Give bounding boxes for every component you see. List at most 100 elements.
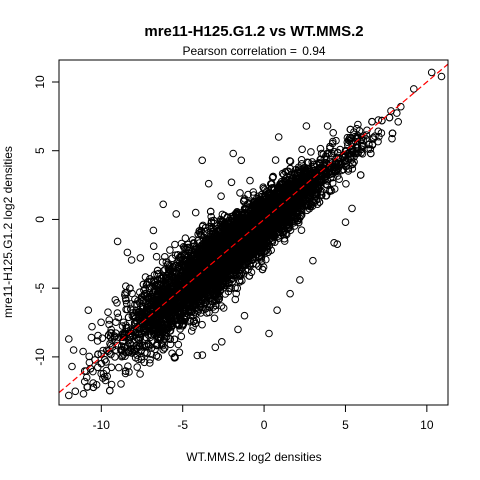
data-point (262, 255, 270, 264)
data-point (114, 313, 123, 322)
data-point (112, 318, 120, 327)
data-point (107, 350, 115, 359)
data-point (113, 309, 122, 317)
data-point (198, 351, 207, 359)
data-point (115, 363, 123, 372)
data-point (137, 355, 146, 364)
data-point (191, 310, 200, 318)
data-point (117, 342, 126, 350)
data-point (271, 156, 280, 164)
data-point (101, 376, 110, 385)
data-point (298, 145, 306, 154)
data-point (278, 169, 287, 178)
data-point (249, 188, 258, 196)
data-point (217, 192, 225, 200)
data-point (137, 353, 146, 361)
data-point (88, 322, 96, 331)
data-point (183, 243, 192, 252)
data-point (144, 340, 152, 348)
data-point (117, 380, 125, 388)
data-point (121, 369, 130, 378)
data-point (208, 230, 217, 238)
data-point (227, 275, 236, 284)
data-point (79, 347, 87, 356)
data-point (236, 189, 244, 197)
data-point (87, 333, 96, 342)
data-point (394, 118, 403, 126)
data-point (79, 390, 88, 398)
data-point (374, 127, 383, 136)
data-point (374, 137, 382, 146)
data-point (152, 252, 161, 261)
data-point (122, 299, 131, 308)
data-point (102, 358, 110, 366)
data-point (152, 341, 161, 350)
data-point (181, 234, 190, 242)
data-point (94, 331, 102, 340)
data-point (158, 258, 167, 266)
data-point (219, 304, 228, 312)
data-point (313, 166, 321, 174)
data-point (146, 359, 154, 367)
data-point (121, 352, 129, 361)
data-point (205, 308, 213, 317)
data-point (217, 302, 226, 310)
data-point (122, 324, 131, 333)
data-point (210, 314, 219, 323)
data-point (93, 337, 102, 345)
data-point (117, 346, 126, 354)
data-point (141, 273, 150, 281)
data-point (128, 289, 136, 298)
data-point (171, 240, 179, 249)
data-point (119, 318, 128, 327)
data-point (344, 167, 353, 175)
data-point (122, 296, 130, 305)
data-point (322, 192, 330, 200)
data-point (149, 242, 158, 250)
data-point (97, 318, 105, 327)
data-point (340, 157, 349, 166)
data-point (236, 278, 244, 286)
data-point (133, 363, 141, 371)
data-point (189, 323, 197, 332)
data-point (85, 352, 93, 361)
data-point (166, 246, 174, 254)
data-point (297, 226, 306, 234)
data-point (189, 317, 198, 326)
data-point (122, 305, 130, 314)
data-point (127, 256, 136, 264)
data-point (188, 236, 197, 244)
data-points (65, 68, 446, 400)
data-point (119, 350, 128, 358)
data-point (348, 165, 357, 173)
data-point (354, 120, 362, 129)
data-point (105, 316, 113, 324)
data-point (344, 136, 353, 144)
data-point (189, 239, 198, 247)
data-point (147, 283, 155, 291)
data-point (366, 145, 375, 153)
data-point (240, 195, 249, 203)
data-point (342, 180, 350, 188)
data-point (124, 362, 132, 371)
data-point (174, 340, 183, 349)
data-point (147, 350, 155, 358)
data-point (232, 289, 240, 298)
data-point (105, 320, 113, 329)
data-point (329, 129, 338, 137)
data-point (312, 173, 320, 181)
data-point (99, 374, 107, 382)
data-point (233, 284, 242, 293)
data-point (360, 141, 368, 150)
data-point (118, 322, 127, 330)
data-point (136, 370, 144, 378)
data-point (285, 157, 294, 165)
data-point (166, 340, 175, 349)
data-point (127, 300, 135, 308)
data-point (325, 161, 334, 170)
data-point (113, 299, 121, 307)
data-point (297, 156, 306, 164)
data-point (246, 176, 254, 185)
data-point (348, 160, 357, 169)
